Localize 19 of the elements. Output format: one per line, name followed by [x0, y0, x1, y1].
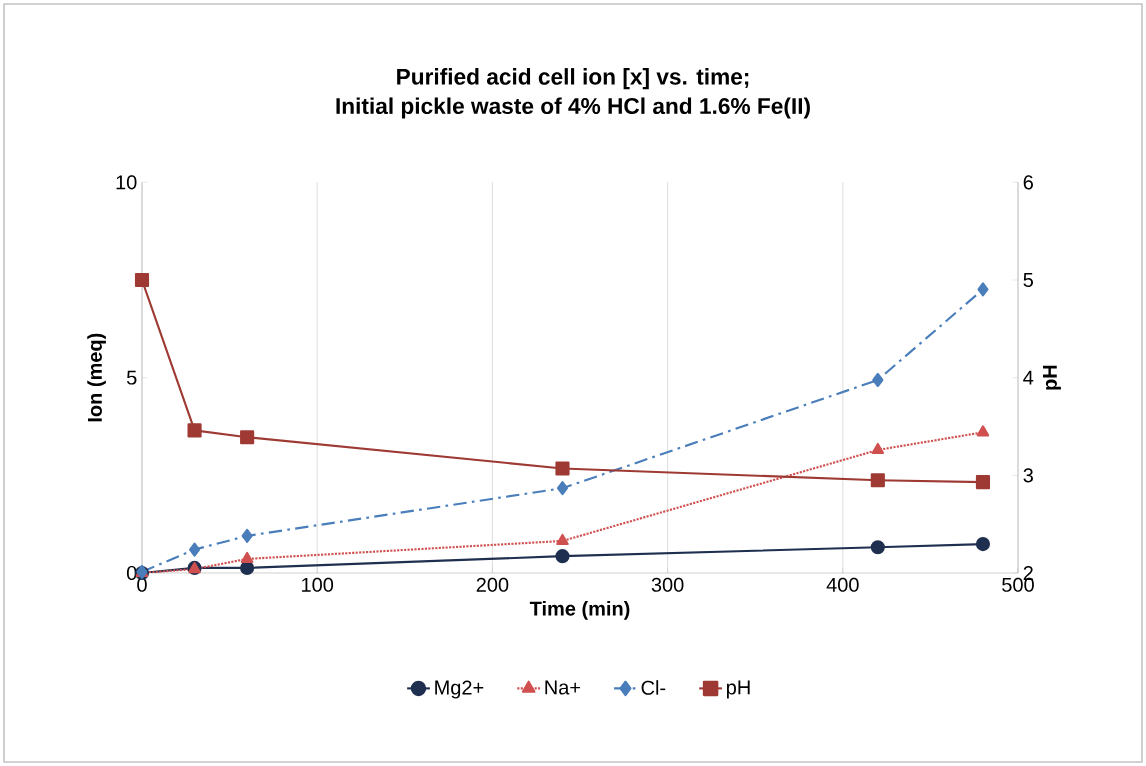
x-tick-label: 200 [476, 577, 509, 592]
legend-label: Cl- [641, 680, 666, 695]
legend-label: Mg2+ [435, 680, 484, 699]
chart-title: Purified acid cell ion [x] vs. time; [397, 68, 749, 90]
y2-axis-title: pH [1042, 365, 1061, 390]
x-tick-label: 100 [302, 577, 334, 592]
legend-label: Na+ [545, 680, 581, 695]
y2-tick-label: 4 [1023, 370, 1034, 385]
legend-label: pH [726, 680, 750, 699]
y-axis-title: Ion (meq) [87, 333, 106, 422]
y-tick-label: 5 [126, 370, 137, 385]
y-tick-label: 10 [116, 175, 137, 190]
y2-tick-label: 6 [1023, 175, 1033, 190]
x-tick-label: 400 [826, 577, 859, 592]
chart-subtitle: Initial pickle waste of 4% HCl and 1.6% Fe(II) [336, 97, 810, 119]
x-axis-title: Time (min) [529, 601, 630, 620]
y2-tick-label: 3 [1023, 468, 1033, 483]
x-tick-label: 300 [651, 577, 684, 592]
y2-tick-label: 5 [1023, 273, 1033, 287]
